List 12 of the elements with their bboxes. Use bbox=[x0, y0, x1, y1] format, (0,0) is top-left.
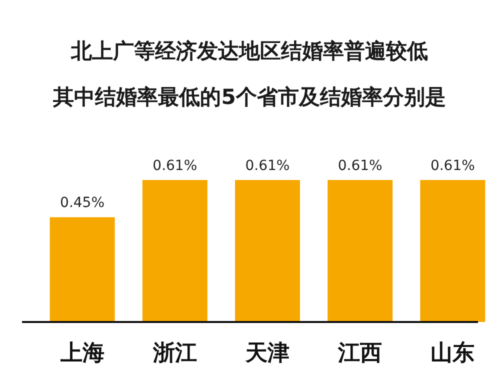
data-label: 0.61% bbox=[430, 158, 475, 174]
data-label: 0.61% bbox=[152, 158, 198, 174]
chart-title: 北上广等经济发达地区结婚率普遍较低 bbox=[70, 39, 428, 63]
data-label: 0.61% bbox=[245, 158, 290, 174]
chart-subtitle: 其中结婚率最低的5个省市及结婚率分别是 bbox=[52, 85, 446, 109]
data-label: 0.61% bbox=[338, 158, 382, 174]
data-label: 0.45% bbox=[60, 195, 105, 212]
x-tick-label: 江西 bbox=[337, 341, 382, 366]
x-tick-label: 上海 bbox=[59, 341, 104, 366]
x-tick-label: 山东 bbox=[430, 340, 475, 366]
x-tick-label: 浙江 bbox=[152, 341, 197, 366]
x-tick-label: 天津 bbox=[244, 341, 290, 366]
